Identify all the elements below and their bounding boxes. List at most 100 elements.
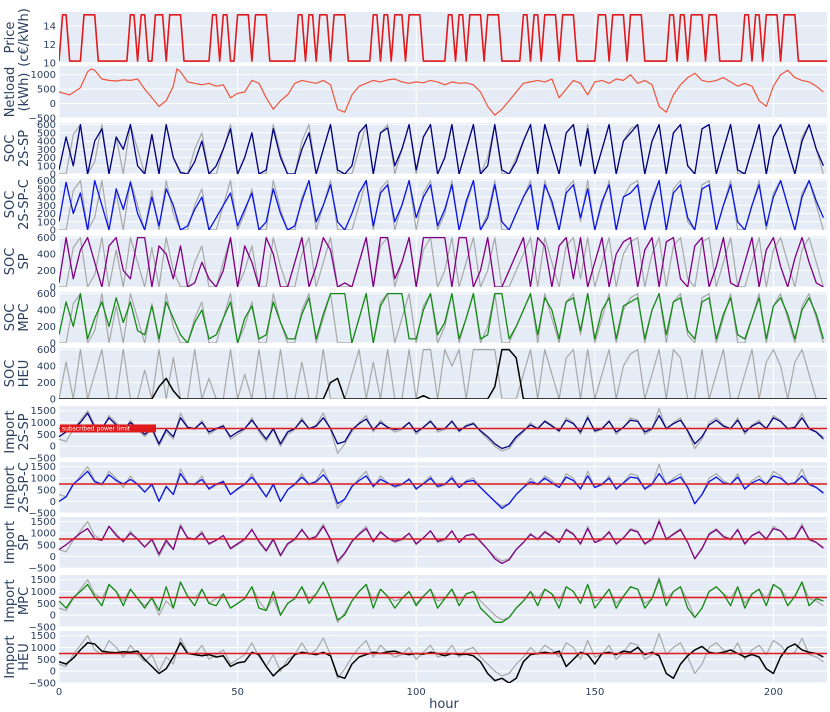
- y-tick-label: 200: [37, 153, 56, 164]
- series-line-soc-2s-sp-c: [59, 179, 824, 230]
- series-line-import-gray: [59, 632, 824, 679]
- y-tick-label: 200: [37, 322, 56, 333]
- y-tick-label: 600: [37, 289, 56, 300]
- panel-soc-sp: 0 200 400 600 SOC SP: [3, 233, 827, 294]
- series-line-import-2s-sp-c: [59, 470, 824, 510]
- y-tick-label: 400: [37, 306, 56, 317]
- panel-background: [59, 517, 827, 568]
- y-axis-label: 2S-SP: [17, 130, 32, 167]
- y-axis-label: 2S-SP-C: [17, 462, 32, 513]
- series-line-soc-heu: [59, 348, 827, 399]
- y-tick-label: 0: [50, 339, 56, 350]
- y-tick-label: 1500: [31, 406, 56, 417]
- series-line-soc-gray: [59, 237, 824, 287]
- y-axis-label: MPC: [17, 303, 32, 331]
- y-tick-label: 500: [37, 128, 56, 139]
- y-tick-label: 0: [50, 611, 56, 622]
- y-axis-label: Import: [3, 635, 18, 678]
- y-axis-label: SOC: [3, 191, 18, 219]
- y-axis-label: SP: [17, 534, 32, 550]
- y-tick-label: 500: [37, 540, 56, 551]
- panel-price: 10 12 14 Price (c€/kWh): [3, 8, 827, 70]
- y-tick-label: 0: [50, 283, 56, 294]
- y-tick-label: −500: [29, 454, 56, 465]
- panel-background: [59, 66, 827, 118]
- y-tick-label: −500: [29, 564, 56, 575]
- y-tick-label: 1500: [31, 575, 56, 586]
- y-tick-label: −500: [29, 509, 56, 520]
- panel-netload: −500 0 500 1000 Netload (kWh): [3, 66, 827, 125]
- panel-background: [59, 462, 827, 513]
- y-tick-label: 600: [37, 120, 56, 131]
- y-tick-label: 600: [37, 176, 56, 187]
- series-line-netload: [59, 68, 824, 116]
- y-tick-label: 600: [37, 345, 56, 356]
- y-tick-label: 1000: [31, 474, 56, 485]
- y-axis-label: Import: [3, 521, 18, 564]
- x-tick-label: 150: [585, 687, 604, 698]
- y-axis-label: Import: [3, 410, 18, 453]
- y-tick-label: 0: [50, 552, 56, 563]
- y-axis-label: 2S-SP: [17, 413, 32, 450]
- y-tick-label: 1500: [31, 631, 56, 642]
- y-tick-label: 500: [37, 655, 56, 666]
- power-limit-annotation-bg: [60, 424, 156, 433]
- y-tick-label: 0: [50, 667, 56, 678]
- x-tick-label: 50: [231, 687, 244, 698]
- y-tick-label: 1500: [31, 462, 56, 473]
- series-line-import-mpc: [59, 579, 824, 623]
- y-tick-label: 600: [37, 233, 56, 244]
- y-axis-label: SP: [17, 253, 32, 269]
- panel-soc-heu: 0 200 400 600 SOC HEU: [3, 345, 827, 406]
- y-tick-label: 500: [37, 485, 56, 496]
- series-line-soc-sp: [59, 236, 824, 287]
- y-axis-label: SOC: [3, 304, 18, 332]
- y-tick-label: −500: [29, 679, 56, 690]
- y-tick-label: −500: [29, 623, 56, 634]
- y-tick-label: 1000: [31, 643, 56, 654]
- y-tick-label: 10: [43, 59, 56, 70]
- y-axis-label: MPC: [17, 587, 32, 615]
- y-tick-label: 500: [37, 599, 56, 610]
- series-line-soc-mpc: [59, 292, 825, 343]
- y-tick-label: 0: [50, 170, 56, 181]
- y-tick-label: 1000: [31, 529, 56, 540]
- y-tick-label: 14: [43, 21, 56, 32]
- y-axis-label: Import: [3, 579, 18, 622]
- series-line-soc-2s-sp: [59, 123, 824, 174]
- y-axis-label: HEU: [17, 643, 32, 671]
- y-tick-label: 100: [37, 161, 56, 172]
- y-axis-label: SOC: [3, 360, 18, 388]
- y-tick-label: 200: [37, 266, 56, 277]
- panel-background: [59, 12, 827, 63]
- x-axis-label: hour: [429, 697, 459, 712]
- y-tick-label: 300: [37, 201, 56, 212]
- y-tick-label: 500: [37, 430, 56, 441]
- y-axis-label: Import: [3, 466, 18, 509]
- y-axis-label: (c€/kWh): [17, 8, 32, 67]
- y-tick-label: 400: [37, 193, 56, 204]
- y-tick-label: 500: [37, 184, 56, 195]
- power-limit-annotation: subscribed power limit: [62, 425, 131, 432]
- x-tick-label: 200: [764, 687, 783, 698]
- panel-soc-mpc: 0 200 400 600 SOC MPC: [3, 289, 827, 350]
- series-line-price: [59, 14, 827, 62]
- y-axis-label: (kWh): [17, 73, 32, 112]
- y-axis-label: Netload: [3, 67, 18, 118]
- y-tick-label: 200: [37, 378, 56, 389]
- y-tick-label: 12: [43, 40, 56, 51]
- y-tick-label: 1000: [31, 418, 56, 429]
- y-tick-label: 100: [37, 217, 56, 228]
- y-tick-label: 0: [50, 226, 56, 237]
- y-tick-label: 400: [37, 250, 56, 261]
- y-tick-label: 400: [37, 137, 56, 148]
- y-tick-label: 0: [50, 395, 56, 406]
- y-tick-label: 0: [50, 99, 56, 110]
